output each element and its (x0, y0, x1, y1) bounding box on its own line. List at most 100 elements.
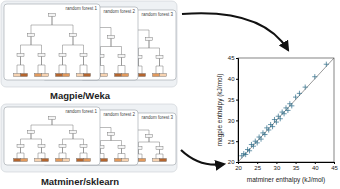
arrow (182, 13, 288, 50)
tree-edge (84, 55, 88, 75)
x-tick-label: 40 (312, 165, 319, 171)
x-tick-label: 45 (331, 165, 338, 171)
tree-edge (17, 146, 21, 160)
tree-node (146, 38, 153, 41)
y-tick-mark (236, 79, 238, 80)
tree-edge (101, 37, 112, 56)
y-tick: 30 (228, 118, 238, 124)
x-tick-mark (296, 162, 297, 164)
tree-node (146, 135, 153, 138)
tree-edge (122, 56, 126, 75)
y-tick: 40 (228, 76, 238, 82)
x-tick-label: 25 (254, 165, 261, 171)
tree-edge (52, 15, 73, 35)
tree-edge (21, 35, 32, 55)
panel-background (1, 104, 177, 172)
tree-edge (31, 132, 42, 146)
tree-edge (149, 136, 160, 148)
tree-edge (160, 148, 164, 160)
tree-node (153, 159, 160, 162)
identity-line (238, 58, 334, 162)
tree-node (118, 55, 125, 58)
tree-edge (111, 134, 122, 147)
tree-edge (101, 147, 105, 160)
tree-node (14, 74, 21, 77)
panel-label: Matminer/sklearn (41, 176, 119, 187)
tree-edge (80, 146, 84, 160)
tree-edge (31, 15, 52, 35)
tree-node (42, 159, 49, 162)
tree-node (77, 74, 84, 77)
tree-node (38, 54, 45, 57)
x-tick: 25 (254, 162, 261, 171)
x-axis-line (239, 163, 335, 165)
tree-edge (42, 55, 46, 75)
forest-card: random forest 1 (4, 4, 100, 80)
tree-edge (80, 55, 84, 75)
scatter-chart: 202530354045202530354045matminer enthalp… (216, 55, 338, 184)
tree-node (49, 117, 56, 120)
tree-edge (139, 148, 143, 160)
y-tick-mark (236, 162, 238, 163)
x-tick-label: 35 (293, 165, 300, 171)
data-point (270, 124, 275, 129)
data-point (251, 144, 256, 149)
tree-edge (111, 37, 122, 56)
tree-edge (59, 146, 63, 160)
tree-edge (73, 132, 84, 146)
tree-node (108, 133, 115, 136)
tree-edge (156, 148, 160, 160)
y-tick: 20 (228, 159, 238, 165)
tree-node (156, 147, 163, 150)
panel: random forest 3random forest 2random for… (1, 104, 177, 172)
y-tick-mark (236, 58, 238, 59)
y-tick-label: 45 (228, 55, 235, 61)
tree-edge (160, 57, 164, 75)
tree-edge (21, 132, 32, 146)
y-tick: 35 (228, 97, 238, 103)
y-tick: 45 (228, 55, 238, 61)
y-axis-title: magpie enthalpy (kJ/mol) (216, 74, 224, 147)
data-point (289, 103, 294, 108)
data-point (312, 74, 317, 79)
tree-edge (31, 35, 42, 55)
tree-edge (101, 56, 105, 75)
tree-node (139, 159, 146, 162)
tree-edge (21, 55, 25, 75)
tree-node (59, 145, 66, 148)
x-tick: 20 (235, 162, 242, 171)
x-tick: 35 (293, 162, 300, 171)
data-point (266, 127, 271, 132)
tree-edge (149, 39, 160, 57)
panel: random forest 3random forest 2random for… (1, 1, 177, 87)
x-tick-mark (276, 162, 277, 164)
forest-title: random forest 1 (65, 109, 97, 114)
tree-node (21, 74, 28, 77)
tree-node (122, 74, 129, 77)
tree-edge (38, 146, 42, 160)
tree-node (115, 159, 122, 162)
tree-edge (52, 118, 73, 132)
y-axis: 20 25 30 35 40 45 (228, 55, 239, 165)
data-point (255, 140, 260, 145)
card-background (4, 4, 100, 80)
tree-edge (63, 132, 74, 146)
tree-node (139, 74, 146, 77)
tree-node (35, 159, 42, 162)
tree (14, 14, 91, 77)
tree-node (14, 159, 21, 162)
tree-edge (73, 35, 84, 55)
tree-node (84, 159, 91, 162)
plot-area (238, 58, 334, 162)
tree-edge (42, 146, 46, 160)
data-point (297, 91, 302, 96)
tree-edge (118, 56, 122, 75)
tree-node (122, 159, 129, 162)
y-axis-line (236, 59, 239, 163)
tree-edge (17, 55, 21, 75)
y-tick: 25 (228, 139, 238, 145)
x-tick: 40 (312, 162, 319, 171)
data-point (293, 95, 298, 100)
tree-edge (38, 55, 42, 75)
arrow (181, 150, 224, 165)
